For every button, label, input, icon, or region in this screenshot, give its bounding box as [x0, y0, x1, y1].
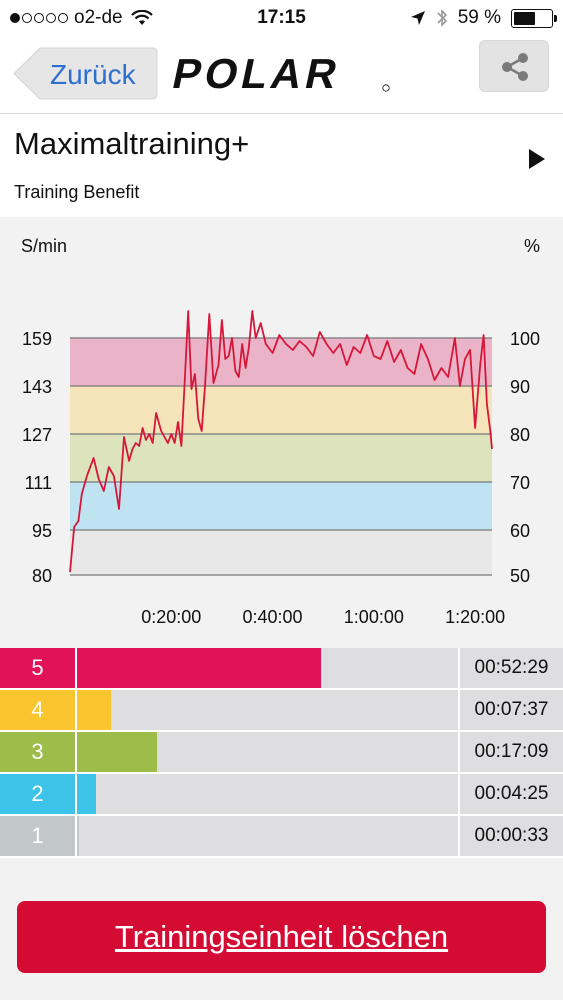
zone-number: 4 — [0, 690, 75, 730]
share-button[interactable] — [479, 40, 549, 92]
battery-percent: 59 % — [457, 7, 501, 28]
share-icon — [502, 53, 528, 81]
play-triangle-icon[interactable] — [529, 149, 545, 169]
heart-rate-line — [69, 310, 493, 573]
zone-divider — [75, 648, 77, 688]
zone-divider — [75, 816, 77, 856]
zone-row-1: 1 00:00:33 — [0, 816, 563, 858]
page-title: Maximaltraining+ — [14, 126, 250, 161]
zone-number: 5 — [0, 648, 75, 688]
back-button[interactable]: Zurück — [12, 47, 158, 100]
zone-band-3 — [70, 434, 492, 482]
zone-time: 00:07:37 — [474, 699, 549, 720]
left-tick-label: 143 — [22, 377, 52, 397]
left-tick-label: 111 — [25, 473, 52, 493]
right-axis-unit: % — [524, 236, 540, 256]
zone-row-5: 5 00:52:29 — [0, 648, 563, 690]
zone-band-1 — [70, 530, 492, 575]
status-time: 17:15 — [257, 7, 306, 28]
carrier-name: o2-de — [74, 7, 123, 28]
left-tick-label: 80 — [32, 566, 52, 586]
right-tick-label: 60 — [510, 521, 530, 541]
zone-time: 00:00:33 — [474, 825, 549, 846]
zone-time-divider — [458, 816, 460, 856]
zone-time-divider — [458, 690, 460, 730]
bluetooth-icon — [437, 9, 447, 27]
x-tick-label: 0:40:00 — [243, 607, 303, 627]
left-tick-label: 127 — [22, 425, 52, 445]
x-tick-label: 0:20:00 — [141, 607, 201, 627]
delete-training-button[interactable]: Trainingseinheit löschen — [17, 901, 546, 973]
svg-text:POLAR: POLAR — [170, 52, 345, 94]
x-tick-label: 1:20:00 — [445, 607, 505, 627]
heart-rate-chart: S/min% 80 95 111 127 143 159 50 60 70 80 90 100 0:20:… — [0, 217, 563, 647]
zone-time: 00:17:09 — [474, 741, 549, 762]
zone-duration-bar — [77, 690, 111, 730]
left-axis-unit: S/min — [21, 236, 67, 256]
signal-strength-icon — [10, 13, 68, 23]
zone-duration-bar — [77, 774, 96, 814]
zone-duration-bar — [77, 732, 157, 772]
zone-duration-bar — [77, 648, 321, 688]
wifi-icon — [130, 10, 153, 25]
status-bar: o2-de 17:15 59 % — [0, 0, 563, 36]
zone-divider — [75, 774, 77, 814]
training-header[interactable]: Maximaltraining+ Training Benefit — [0, 114, 563, 217]
zone-time-divider — [458, 732, 460, 772]
navigation-bar: Zurück POLAR — [0, 36, 563, 114]
zone-row-3: 3 00:17:09 — [0, 732, 563, 774]
zone-number: 3 — [0, 732, 75, 772]
heart-rate-zones: 5 00:52:29 4 00:07:37 3 00:17:09 2 00:04:25 1 00:… — [0, 648, 563, 858]
right-tick-label: 100 — [510, 329, 540, 349]
zone-time: 00:04:25 — [474, 783, 549, 804]
right-tick-label: 80 — [510, 425, 530, 445]
zone-divider — [75, 732, 77, 772]
page-subtitle: Training Benefit — [14, 182, 140, 202]
left-tick-label: 159 — [22, 329, 52, 349]
back-button-shape — [13, 47, 158, 100]
right-tick-label: 90 — [510, 377, 530, 397]
battery-icon — [511, 8, 557, 28]
zone-divider — [75, 690, 77, 730]
zone-row-4: 4 00:07:37 — [0, 690, 563, 732]
status-right: 59 % — [410, 7, 557, 29]
zone-time-divider — [458, 648, 460, 688]
status-left: o2-de — [10, 7, 153, 29]
zone-time: 00:52:29 — [474, 657, 549, 678]
right-tick-label: 70 — [510, 473, 530, 493]
left-tick-label: 95 — [32, 521, 52, 541]
back-button-label: Zurück — [50, 59, 136, 90]
x-tick-label: 1:00:00 — [344, 607, 404, 627]
polar-logo: POLAR — [170, 52, 390, 94]
zone-time-divider — [458, 774, 460, 814]
zone-number: 2 — [0, 774, 75, 814]
zone-band-2 — [70, 482, 492, 530]
zone-band-4 — [70, 386, 492, 434]
zone-number: 1 — [0, 816, 75, 856]
right-tick-label: 50 — [510, 566, 530, 586]
location-arrow-icon — [410, 11, 425, 25]
zone-duration-bar — [77, 816, 79, 856]
zone-row-2: 2 00:04:25 — [0, 774, 563, 816]
heart-rate-chart-svg: S/min % 80 95 111 127 143 159 50 60 70 80 90 100 0:20:… — [21, 236, 540, 627]
